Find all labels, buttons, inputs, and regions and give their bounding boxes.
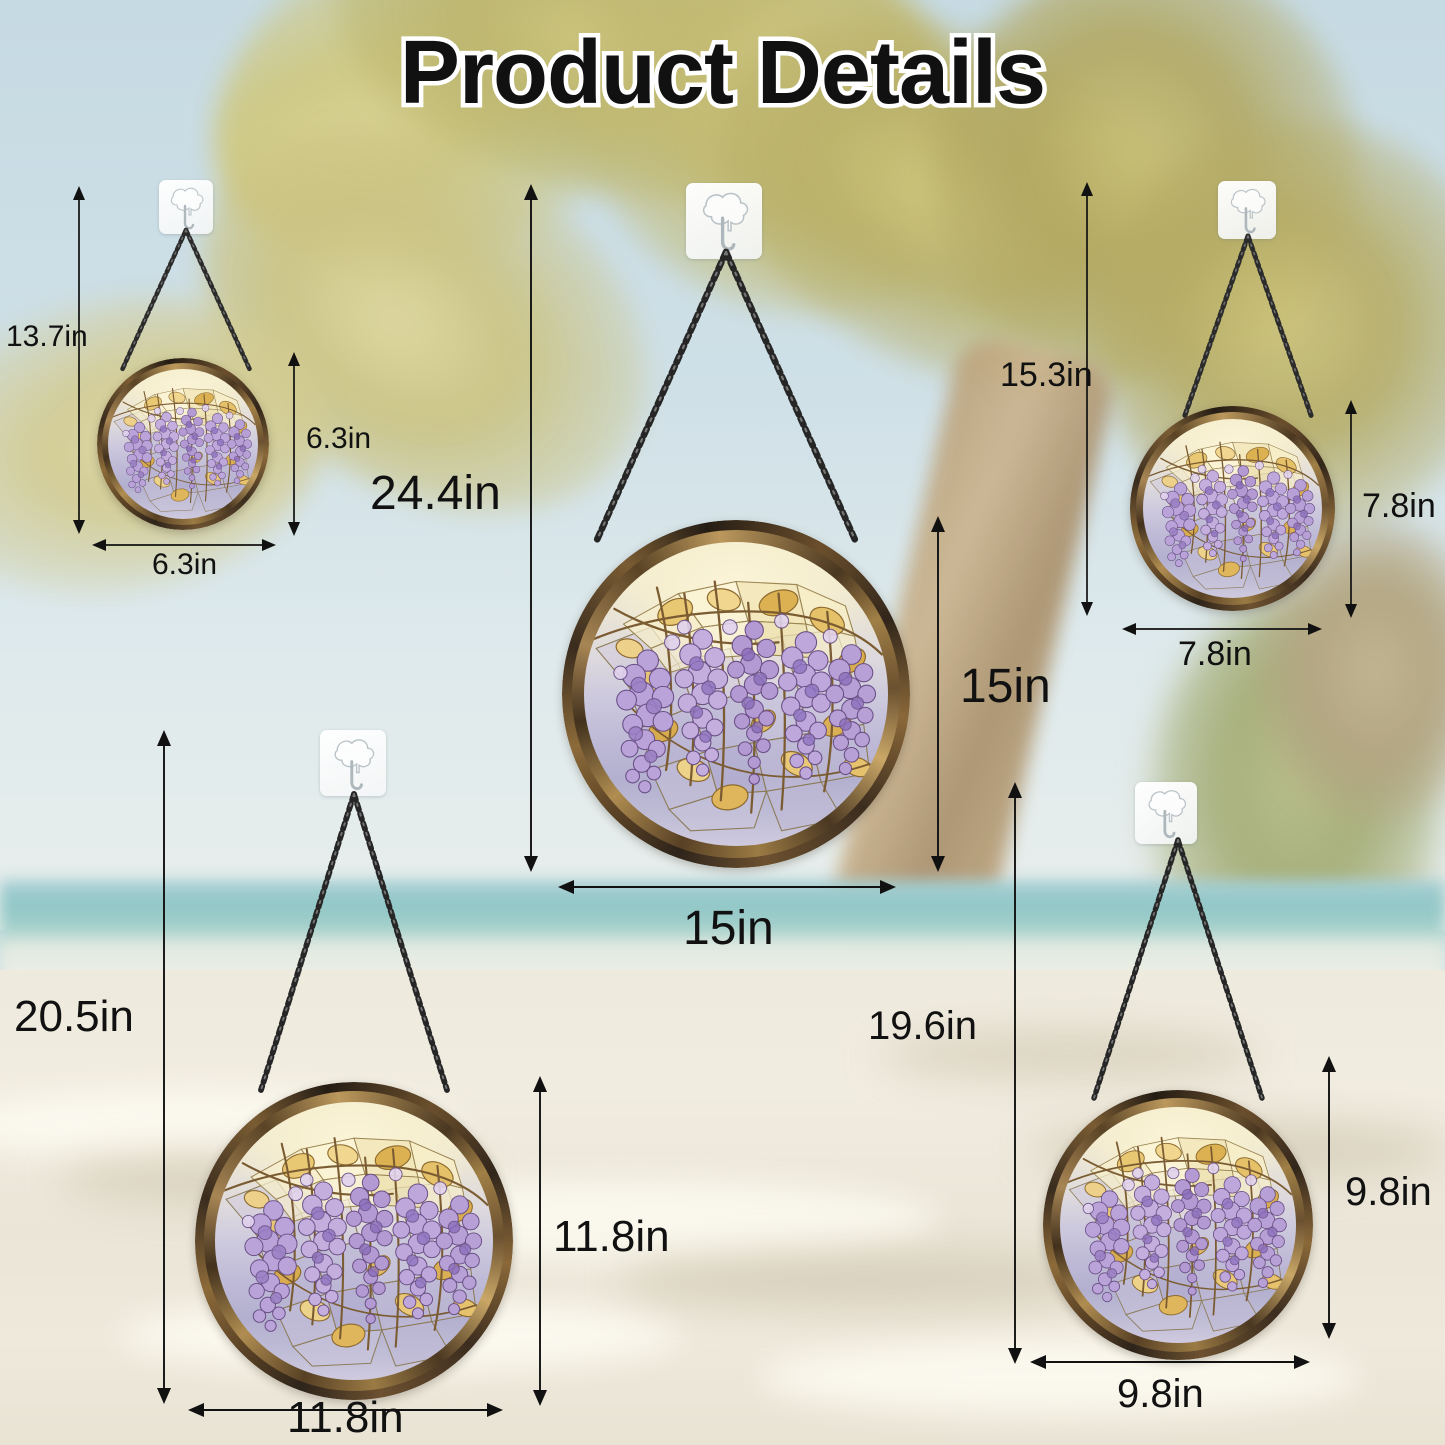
dimension-arrow-disc-height-11-8in (533, 1076, 547, 1406)
dimension-arrow-disc-width-11-8in (188, 1403, 503, 1417)
wall-hook-icon (686, 183, 762, 259)
dimension-label-disc-width-15in: 15in (683, 902, 774, 955)
sand-texture (620, 1250, 1120, 1310)
sand-texture (880, 1030, 1260, 1080)
product-item-15in[interactable] (520, 0, 940, 900)
hook-glyph-icon (333, 738, 376, 791)
hook-glyph-icon (701, 191, 750, 251)
hook-glyph-icon (170, 187, 205, 230)
stained-glass-disc-icon (1130, 406, 1335, 611)
dimension-arrow-disc-width-7-8in (1122, 623, 1322, 635)
stained-glass-disc-icon (97, 358, 269, 530)
wall-hook-icon (1135, 782, 1197, 844)
dimension-label-disc-width-11-8in: 11.8in (287, 1393, 404, 1442)
product-item-6-3in[interactable] (0, 0, 330, 560)
hanging-chain-icon (119, 227, 253, 373)
dimension-label-total-height-7-8in: 15.3in (1000, 356, 1093, 394)
stained-glass-disc-icon (195, 1082, 513, 1400)
hanging-chain-icon (258, 791, 450, 1093)
product-item-11-8in[interactable] (140, 700, 560, 1445)
dimension-label-disc-height-6-3in: 6.3in (306, 422, 372, 455)
dimension-arrow-disc-height-15in (931, 516, 945, 872)
dimension-label-total-height-15in: 24.4in (370, 467, 501, 520)
dimension-arrow-disc-height-9-8in (1322, 1056, 1336, 1339)
dimension-arrow-disc-width-15in (558, 880, 896, 894)
dimension-label-total-height-11-8in: 20.5in (14, 992, 134, 1041)
dimension-label-disc-height-9-8in: 9.8in (1345, 1170, 1432, 1214)
stained-glass-disc-icon (562, 520, 910, 868)
dimension-label-total-height-9-8in: 19.6in (868, 1004, 977, 1048)
dimension-arrow-disc-height-7-8in (1345, 400, 1357, 618)
dimension-arrow-total-height-15in (524, 184, 538, 872)
dimension-label-disc-height-15in: 15in (960, 660, 1051, 713)
product-item-9-8in[interactable] (980, 760, 1380, 1445)
dimension-label-disc-height-7-8in: 7.8in (1362, 487, 1436, 525)
dimension-label-total-height-6-3in: 13.7in (6, 320, 88, 353)
dimension-arrow-total-height-6-3in (73, 186, 85, 534)
dimension-arrow-disc-height-6-3in (288, 352, 300, 536)
dimension-arrow-total-height-11-8in (157, 730, 171, 1404)
dimension-label-disc-width-7-8in: 7.8in (1178, 635, 1252, 673)
hanging-chain-icon (1181, 233, 1315, 421)
dimension-arrow-total-height-7-8in (1081, 182, 1093, 616)
wall-hook-icon (159, 180, 213, 234)
hook-glyph-icon (1230, 188, 1267, 234)
stained-glass-disc-icon (1043, 1090, 1313, 1360)
dimension-label-disc-width-6-3in: 6.3in (152, 548, 218, 581)
wall-hook-icon (320, 730, 386, 796)
dimension-label-disc-height-11-8in: 11.8in (553, 1212, 670, 1261)
hanging-chain-icon (592, 248, 860, 546)
sand-texture (760, 1340, 1360, 1415)
dimension-arrow-disc-width-9-8in (1030, 1355, 1310, 1369)
hook-glyph-icon (1147, 789, 1187, 839)
dimension-arrow-total-height-9-8in (1008, 782, 1022, 1364)
page-title: Product Details (395, 23, 1050, 123)
hanging-chain-icon (1091, 837, 1265, 1101)
product-item-7-8in[interactable] (1060, 0, 1400, 640)
dimension-label-disc-width-9-8in: 9.8in (1117, 1372, 1204, 1416)
wall-hook-icon (1218, 181, 1276, 239)
dimension-arrow-disc-width-6-3in (92, 539, 276, 551)
